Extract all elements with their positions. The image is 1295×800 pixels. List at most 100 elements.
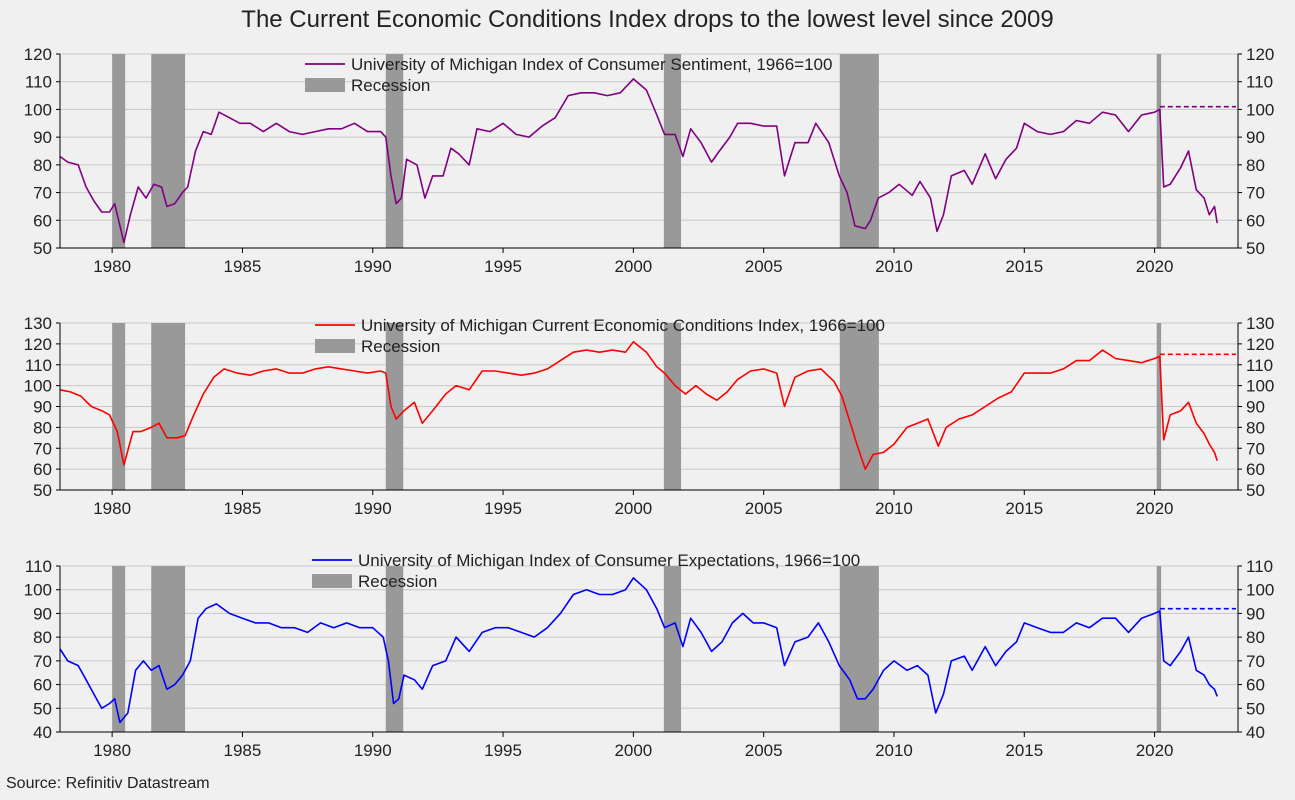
y-tick-label-left: 70 bbox=[33, 652, 52, 671]
series-line bbox=[59, 341, 1218, 470]
y-tick-label-right: 100 bbox=[1246, 100, 1274, 119]
recession-bar bbox=[839, 54, 879, 248]
x-tick-label: 1985 bbox=[224, 741, 262, 760]
x-tick-label: 2020 bbox=[1136, 499, 1174, 518]
y-tick-label-right: 110 bbox=[1246, 557, 1273, 576]
x-tick-label: 1990 bbox=[354, 499, 392, 518]
x-tick-label: 1990 bbox=[354, 741, 392, 760]
y-tick-label-right: 50 bbox=[1246, 239, 1265, 258]
y-tick-label-left: 80 bbox=[33, 418, 52, 437]
x-tick-label: 2015 bbox=[1005, 741, 1043, 760]
y-tick-label-left: 110 bbox=[25, 557, 52, 576]
y-tick-label-right: 70 bbox=[1246, 184, 1265, 203]
x-tick-label: 1980 bbox=[93, 499, 131, 518]
recession-bar bbox=[385, 566, 404, 732]
y-tick-label-left: 60 bbox=[33, 211, 52, 230]
y-tick-label-right: 80 bbox=[1246, 628, 1265, 647]
x-tick-label: 1980 bbox=[93, 257, 131, 276]
series-line bbox=[59, 78, 1218, 244]
recession-bar bbox=[112, 323, 126, 490]
y-tick-label-right: 50 bbox=[1246, 699, 1265, 718]
y-tick-label-left: 50 bbox=[33, 239, 52, 258]
y-tick-label-left: 120 bbox=[24, 335, 52, 354]
recession-bar bbox=[839, 323, 879, 490]
recession-bar bbox=[112, 566, 126, 732]
y-tick-label-right: 40 bbox=[1246, 723, 1265, 742]
y-tick-label-left: 70 bbox=[33, 439, 52, 458]
x-tick-label: 2000 bbox=[614, 741, 652, 760]
x-tick-label: 1995 bbox=[484, 741, 522, 760]
legend-swatch-recession bbox=[305, 78, 345, 92]
y-tick-label-right: 100 bbox=[1246, 377, 1274, 396]
y-tick-label-left: 60 bbox=[33, 676, 52, 695]
y-tick-label-right: 90 bbox=[1246, 398, 1265, 417]
y-tick-label-left: 120 bbox=[24, 45, 52, 64]
x-tick-label: 1990 bbox=[354, 257, 392, 276]
y-tick-label-left: 70 bbox=[33, 184, 52, 203]
x-tick-label: 1995 bbox=[484, 499, 522, 518]
recession-bar bbox=[663, 566, 682, 732]
y-tick-label-right: 100 bbox=[1246, 581, 1274, 600]
x-tick-label: 1995 bbox=[484, 257, 522, 276]
legend-label-recession: Recession bbox=[351, 76, 430, 95]
recession-bar bbox=[1156, 566, 1162, 732]
x-tick-label: 2010 bbox=[875, 499, 913, 518]
recession-bar bbox=[385, 54, 404, 248]
legend-label-series: University of Michigan Index of Consumer… bbox=[351, 55, 832, 74]
y-tick-label-left: 90 bbox=[33, 128, 52, 147]
y-tick-label-right: 90 bbox=[1246, 604, 1265, 623]
legend-label-series: University of Michigan Current Economic … bbox=[361, 316, 885, 335]
legend: University of Michigan Index of Consumer… bbox=[312, 551, 860, 591]
x-tick-label: 1985 bbox=[224, 499, 262, 518]
legend-swatch-recession bbox=[312, 574, 352, 588]
recession-bar bbox=[385, 323, 404, 490]
y-tick-label-right: 120 bbox=[1246, 45, 1274, 64]
recession-bar bbox=[112, 54, 126, 248]
legend: University of Michigan Index of Consumer… bbox=[305, 55, 832, 95]
recession-bar bbox=[1156, 54, 1162, 248]
y-tick-label-left: 80 bbox=[33, 156, 52, 175]
x-tick-label: 2005 bbox=[745, 499, 783, 518]
y-tick-label-right: 120 bbox=[1246, 335, 1274, 354]
x-tick-label: 1985 bbox=[224, 257, 262, 276]
y-tick-label-right: 70 bbox=[1246, 439, 1265, 458]
y-tick-label-left: 100 bbox=[24, 377, 52, 396]
y-tick-label-left: 130 bbox=[24, 314, 52, 333]
plot-area bbox=[60, 54, 1238, 248]
y-tick-label-left: 100 bbox=[24, 581, 52, 600]
legend-label-recession: Recession bbox=[358, 572, 437, 591]
legend-label-recession: Recession bbox=[361, 337, 440, 356]
y-tick-label-right: 60 bbox=[1246, 676, 1265, 695]
x-tick-label: 2010 bbox=[875, 257, 913, 276]
recession-bar bbox=[663, 323, 682, 490]
y-tick-label-left: 110 bbox=[25, 356, 52, 375]
chart-title: The Current Economic Conditions Index dr… bbox=[241, 6, 1054, 33]
x-tick-label: 2000 bbox=[614, 257, 652, 276]
legend: University of Michigan Current Economic … bbox=[315, 316, 885, 356]
plot-area bbox=[60, 566, 1238, 732]
y-tick-label-left: 90 bbox=[33, 604, 52, 623]
recession-bar bbox=[151, 54, 186, 248]
y-tick-label-right: 70 bbox=[1246, 652, 1265, 671]
y-tick-label-left: 90 bbox=[33, 398, 52, 417]
y-tick-label-left: 60 bbox=[33, 460, 52, 479]
y-tick-label-left: 40 bbox=[33, 723, 52, 742]
y-tick-label-left: 50 bbox=[33, 481, 52, 500]
recession-bar bbox=[1156, 323, 1162, 490]
legend-swatch-recession bbox=[315, 339, 355, 353]
x-tick-label: 2000 bbox=[614, 499, 652, 518]
y-tick-label-left: 50 bbox=[33, 699, 52, 718]
y-tick-label-right: 60 bbox=[1246, 460, 1265, 479]
recession-bar bbox=[839, 566, 879, 732]
recession-bar bbox=[151, 566, 186, 732]
x-tick-label: 2015 bbox=[1005, 257, 1043, 276]
x-tick-label: 2005 bbox=[745, 741, 783, 760]
y-tick-label-left: 100 bbox=[24, 100, 52, 119]
y-tick-label-right: 80 bbox=[1246, 156, 1265, 175]
y-tick-label-right: 130 bbox=[1246, 314, 1274, 333]
y-tick-label-left: 80 bbox=[33, 628, 52, 647]
series-line bbox=[59, 577, 1218, 724]
recession-bar bbox=[663, 54, 682, 248]
